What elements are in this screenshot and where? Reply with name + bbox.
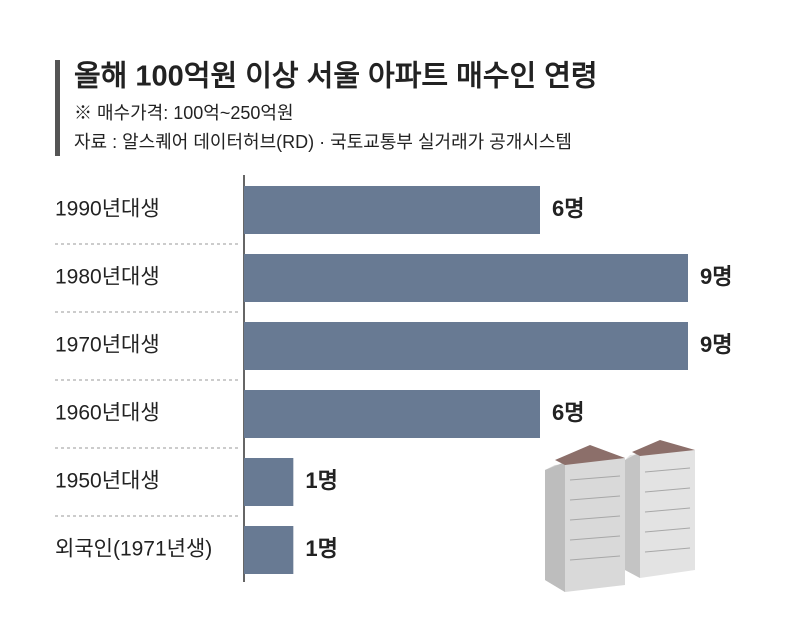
building-illustration bbox=[545, 440, 695, 592]
bar bbox=[244, 186, 540, 234]
bar bbox=[244, 526, 294, 574]
value-label: 1명 bbox=[305, 468, 337, 493]
value-label: 6명 bbox=[552, 196, 584, 221]
chart-title: 올해 100억원 이상 서울 아파트 매수인 연령 bbox=[74, 60, 598, 93]
source: 자료 : 알스퀘어 데이터허브(RD) · 국토교통부 실거래가 공개시스템 bbox=[74, 132, 572, 152]
category-label: 1990년대생 bbox=[55, 198, 160, 221]
category-label: 외국인(1971년생) bbox=[55, 538, 212, 561]
category-label: 1950년대생 bbox=[55, 470, 160, 493]
bar bbox=[244, 322, 688, 370]
value-label: 9명 bbox=[700, 264, 732, 289]
value-label: 1명 bbox=[305, 536, 337, 561]
bar bbox=[244, 390, 540, 438]
subtitle: ※ 매수가격: 100억~250억원 bbox=[74, 103, 294, 123]
category-label: 1970년대생 bbox=[55, 334, 160, 357]
bar bbox=[244, 254, 688, 302]
value-label: 9명 bbox=[700, 332, 732, 357]
category-label: 1980년대생 bbox=[55, 266, 160, 289]
category-label: 1960년대생 bbox=[55, 402, 160, 425]
bar bbox=[244, 458, 294, 506]
value-label: 6명 bbox=[552, 400, 584, 425]
title-bar bbox=[55, 60, 60, 156]
